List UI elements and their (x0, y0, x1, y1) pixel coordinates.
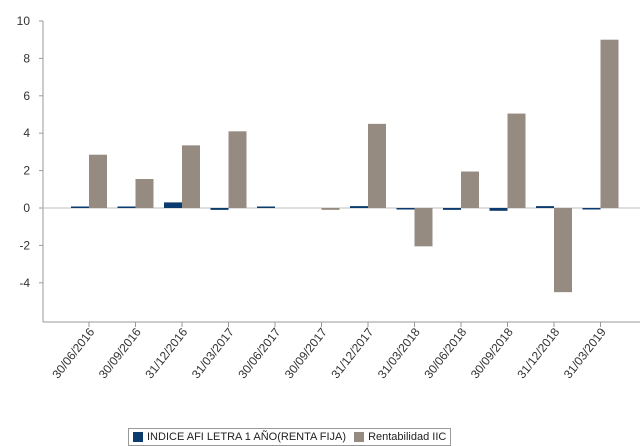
bar-indice-6 (350, 206, 368, 208)
bar-rentabilidad-2 (182, 145, 200, 208)
x-tick-label: 30/06/2017 (235, 325, 283, 381)
bar-indice-10 (536, 206, 554, 208)
x-tick-label: 31/03/2019 (561, 325, 609, 381)
x-tick-label: 30/09/2017 (282, 325, 330, 381)
bar-rentabilidad-3 (228, 131, 247, 208)
bar-indice-3 (210, 208, 229, 210)
x-tick-label: 30/09/2018 (468, 325, 516, 381)
bar-indice-0 (71, 206, 89, 208)
bars (71, 39, 619, 293)
x-tick-label: 31/12/2017 (328, 325, 376, 381)
y-tick-label: 0 (23, 201, 30, 215)
y-tick-label: 10 (17, 14, 31, 28)
bar-indice-8 (443, 208, 461, 210)
bar-indice-7 (396, 208, 415, 210)
bar-indice-2 (164, 202, 182, 208)
bar-rentabilidad-5 (321, 208, 340, 210)
bar-rentabilidad-7 (414, 208, 433, 247)
x-tick-label: 31/12/2016 (142, 325, 190, 381)
y-tick-label: 2 (23, 164, 30, 178)
bar-indice-1 (117, 206, 136, 208)
y-tick-label: 8 (23, 51, 30, 65)
x-tick-label: 30/06/2016 (49, 325, 97, 381)
legend-item-rentabilidad: Rentabilidad IIC (354, 431, 446, 443)
bar-indice-9 (489, 208, 508, 211)
bar-rentabilidad-11 (600, 39, 619, 209)
y-tick-label: 4 (23, 126, 30, 140)
x-tick-label: 31/12/2018 (514, 325, 562, 381)
bar-rentabilidad-8 (461, 171, 479, 208)
legend-swatch-rentabilidad (354, 432, 365, 442)
bar-rentabilidad-1 (135, 179, 154, 208)
legend-item-indice: INDICE AFI LETRA 1 AÑO(RENTA FIJA) (133, 431, 346, 443)
x-tick-label: 31/03/2017 (189, 325, 237, 381)
bar-rentabilidad-0 (89, 154, 107, 208)
legend: INDICE AFI LETRA 1 AÑO(RENTA FIJA) Renta… (128, 428, 452, 446)
legend-label-rentabilidad: Rentabilidad IIC (368, 431, 447, 443)
y-tick-label: -2 (19, 238, 30, 252)
bar-rentabilidad-10 (554, 208, 572, 293)
legend-swatch-indice (133, 432, 143, 442)
legend-label-indice: INDICE AFI LETRA 1 AÑO(RENTA FIJA) (147, 431, 347, 443)
bar-indice-11 (582, 208, 601, 210)
bar-rentabilidad-6 (368, 123, 386, 208)
bar-rentabilidad-9 (507, 113, 526, 208)
bar-indice-4 (257, 206, 275, 208)
x-tick-label: 30/06/2018 (421, 325, 469, 381)
y-ticks: 10 8 6 4 2 0 -2 -4 (17, 14, 43, 290)
x-tick-label: 31/03/2018 (375, 325, 423, 381)
x-ticks: 30/06/201630/09/201631/12/201631/03/2017… (49, 322, 609, 381)
y-tick-label: -4 (19, 276, 30, 290)
y-tick-label: 6 (23, 89, 30, 103)
x-tick-label: 30/09/2016 (96, 325, 144, 381)
